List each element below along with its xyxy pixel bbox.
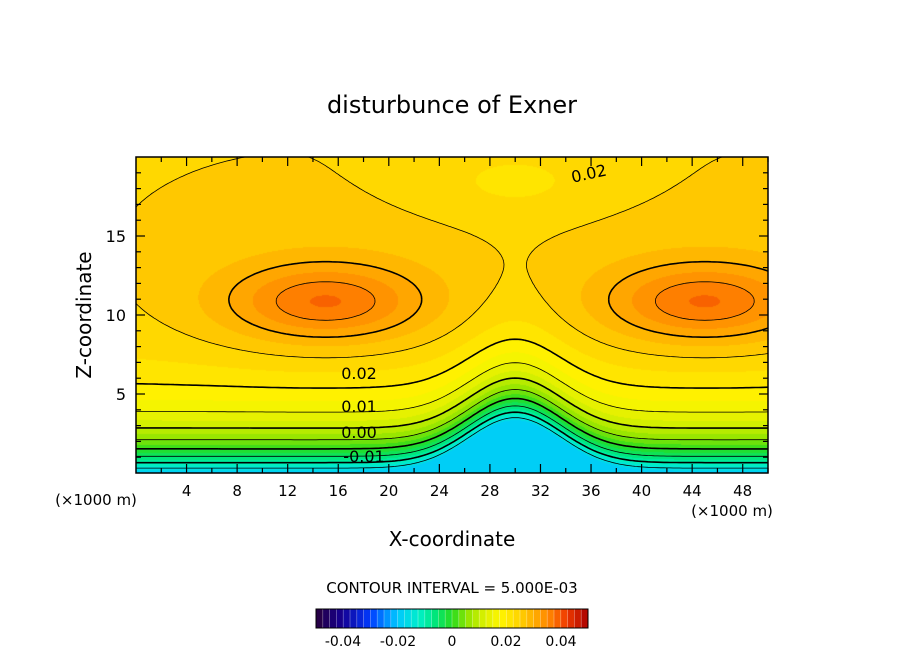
colorbar-swatch <box>356 609 364 628</box>
colorbar-swatch <box>533 609 541 628</box>
x-tick-label: 4 <box>182 482 192 500</box>
x-axis-title: X-coordinate <box>389 527 516 551</box>
contour-label-layer: 0.02 0.02 0.01 0.00 -0.01 <box>341 161 608 466</box>
colorbar-tick-label: 0 <box>448 634 457 650</box>
colorbar-swatch <box>370 609 378 628</box>
colorbar-swatch <box>377 609 385 628</box>
contour-line <box>136 417 768 469</box>
colorbar-swatch <box>520 609 528 628</box>
colorbar-swatch <box>438 609 446 628</box>
contour-label: 0.01 <box>341 397 377 416</box>
contour-line <box>136 397 768 450</box>
x-unit-label: (×1000 m) <box>691 502 773 520</box>
colorbar-swatch <box>547 609 555 628</box>
x-tick-label: 44 <box>683 482 702 500</box>
colorbar-swatch <box>418 609 426 628</box>
contour-interval-label: CONTOUR INTERVAL = 5.000E-03 <box>326 579 577 597</box>
contour-label: -0.01 <box>343 447 384 466</box>
x-axis: 4 8 12 16 20 24 28 32 36 40 44 48 (×1000… <box>160 157 773 551</box>
colorbar-swatch <box>560 609 568 628</box>
colorbar-swatch <box>431 609 439 628</box>
y-axis: 5 10 15 (×1000 m) Z-coordinate <box>55 172 768 509</box>
contour-line <box>135 156 769 359</box>
colorbar-swatch <box>322 609 330 628</box>
colorbar-swatch <box>329 609 337 628</box>
colorbar-swatch <box>316 609 324 628</box>
colorbar-swatch <box>499 609 507 628</box>
colorbar-frame <box>315 608 589 629</box>
colorbar-swatch <box>411 609 419 628</box>
colorbar-swatch <box>336 609 344 628</box>
x-tick-label: 16 <box>329 482 348 500</box>
x-tick-label: 48 <box>733 482 752 500</box>
colorbar-swatch <box>581 609 589 628</box>
x-tick-labels: 4 8 12 16 20 24 28 32 36 40 44 48 <box>182 482 752 500</box>
colorbar-swatch <box>424 609 432 628</box>
x-tick-label: 32 <box>531 482 550 500</box>
x-tick-label: 8 <box>232 482 242 500</box>
colorbar-swatches <box>315 609 589 628</box>
colorbar-swatch <box>567 609 575 628</box>
contour-line <box>275 281 755 321</box>
colorbar-tick-label: -0.02 <box>380 634 416 650</box>
colorbar: -0.04 -0.02 0 0.02 0.04 <box>315 608 589 650</box>
contour-lines <box>135 156 769 469</box>
x-tick-marks <box>160 157 769 473</box>
contour-line <box>136 389 768 441</box>
x-tick-label: 28 <box>480 482 499 500</box>
y-tick-label: 5 <box>116 385 126 404</box>
colorbar-swatch <box>506 609 514 628</box>
colorbar-tick-label: 0.02 <box>490 634 521 650</box>
colorbar-swatch <box>479 609 487 628</box>
contour-line <box>136 362 769 413</box>
contour-label: 0.00 <box>341 423 377 442</box>
x-tick-label: 12 <box>278 482 297 500</box>
colorbar-swatch <box>554 609 562 628</box>
z-unit-label: (×1000 m) <box>55 491 137 509</box>
colorbar-swatch <box>445 609 453 628</box>
contour-line <box>136 377 768 429</box>
colorbar-swatch <box>350 609 358 628</box>
colorbar-swatch <box>458 609 466 628</box>
contour-line <box>135 338 769 389</box>
colorbar-swatch <box>390 609 398 628</box>
colorbar-swatch <box>465 609 473 628</box>
colorbar-swatch <box>397 609 405 628</box>
x-tick-label: 40 <box>632 482 651 500</box>
colorbar-swatch <box>492 609 500 628</box>
contour-line <box>136 411 768 464</box>
contour-field <box>136 157 768 473</box>
contour-line <box>136 405 768 457</box>
colorbar-swatch <box>574 609 582 628</box>
colorbar-swatch <box>404 609 412 628</box>
x-tick-label: 24 <box>430 482 449 500</box>
contour-label: 0.02 <box>341 364 377 383</box>
colorbar-swatch <box>513 609 521 628</box>
plot-area: 0.02 0.02 0.01 0.00 -0.01 <box>135 156 769 474</box>
colorbar-swatch <box>486 609 494 628</box>
colorbar-tick-label: 0.04 <box>545 634 576 650</box>
y-tick-marks <box>136 172 768 458</box>
colorbar-tick-label: -0.04 <box>325 634 361 650</box>
colorbar-swatch <box>363 609 371 628</box>
contour-line <box>228 260 769 338</box>
y-axis-title: Z-coordinate <box>72 251 96 378</box>
colorbar-swatch <box>472 609 480 628</box>
colorbar-swatch <box>343 609 351 628</box>
chart-title: disturbunce of Exner <box>327 91 577 119</box>
y-tick-label: 10 <box>106 306 126 325</box>
x-tick-label: 20 <box>379 482 398 500</box>
colorbar-swatch <box>452 609 460 628</box>
colorbar-swatch <box>526 609 534 628</box>
colorbar-swatch <box>540 609 548 628</box>
x-tick-label: 36 <box>581 482 600 500</box>
y-tick-label: 15 <box>106 227 126 246</box>
colorbar-swatch <box>384 609 392 628</box>
